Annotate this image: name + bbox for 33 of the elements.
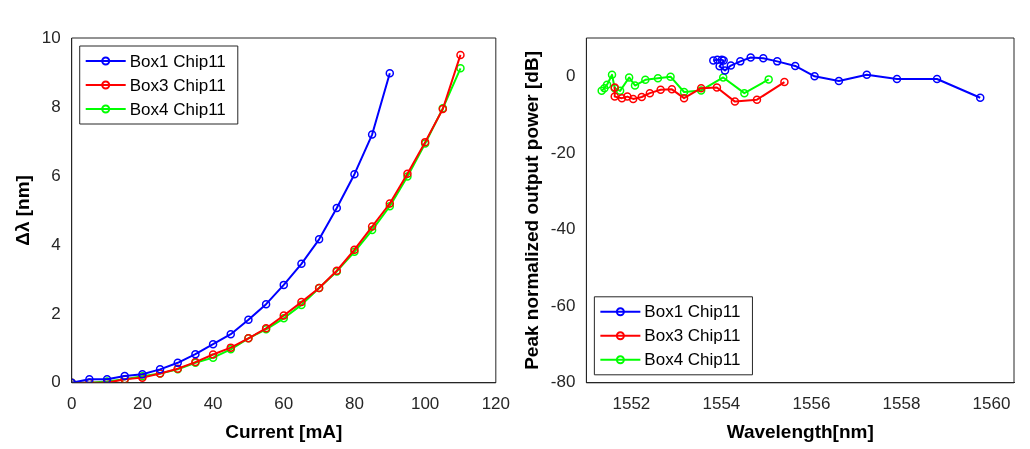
y-tick-label: 4: [51, 234, 61, 254]
x-tick-label: 1558: [882, 393, 921, 413]
y-axis-title: Peak normalized output power [dB]: [520, 50, 542, 370]
y-tick-label: -80: [550, 372, 576, 392]
x-tick-label: 1560: [972, 393, 1011, 413]
y-tick-label: -60: [550, 295, 576, 315]
x-tick-label: 60: [274, 393, 294, 413]
y-tick-label: 6: [51, 165, 61, 185]
x-axis-title: Wavelength[nm]: [726, 420, 874, 442]
x-tick-label: 0: [66, 393, 77, 413]
x-tick-label: 120: [481, 393, 511, 413]
x-tick-label: 40: [203, 393, 223, 413]
x-tick-label: 1554: [702, 393, 741, 413]
y-tick-label: 10: [41, 27, 61, 47]
y-tick-label: 2: [51, 303, 61, 323]
y-tick-label: -20: [550, 142, 576, 162]
y-tick-label: 0: [51, 372, 61, 392]
x-axis-title: Current [mA]: [225, 420, 343, 442]
legend-label: Box3 Chip11: [644, 326, 741, 346]
legend-label: Box3 Chip11: [129, 75, 226, 95]
legend-label: Box4 Chip11: [644, 350, 741, 370]
x-tick-label: 100: [410, 393, 440, 413]
x-tick-label: 1556: [792, 393, 831, 413]
y-axis-title: Δλ [nm]: [11, 175, 33, 246]
legend-label: Box4 Chip11: [129, 99, 226, 119]
x-tick-label: 80: [344, 393, 364, 413]
legend-label: Box1 Chip11: [129, 51, 226, 71]
x-tick-label: 1552: [612, 393, 651, 413]
x-tick-label: 20: [132, 393, 152, 413]
y-tick-label: -40: [550, 219, 576, 239]
y-tick-label: 8: [51, 96, 61, 116]
y-tick-label: 0: [565, 66, 576, 85]
legend-label: Box1 Chip11: [644, 302, 741, 322]
